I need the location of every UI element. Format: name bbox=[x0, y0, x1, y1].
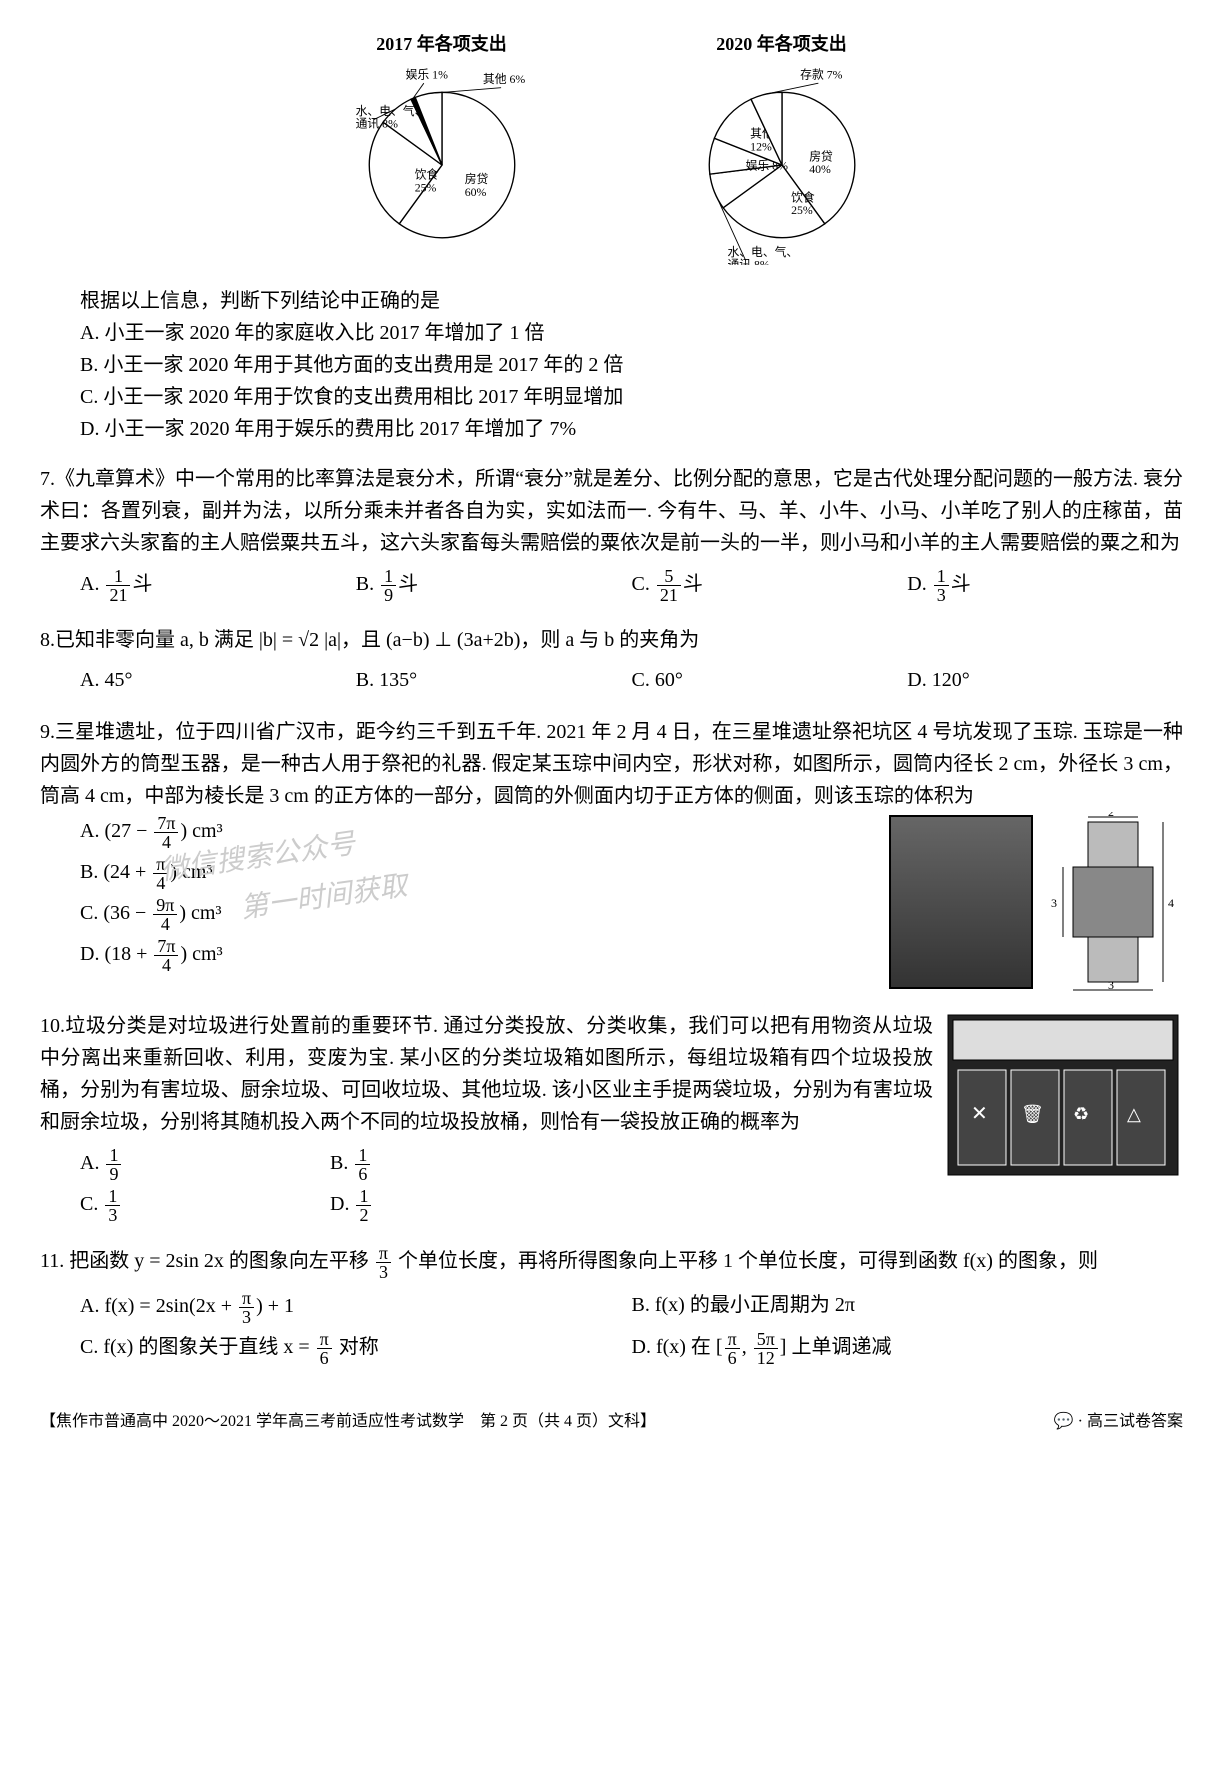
q9-figure: 2 4 3 3 bbox=[889, 812, 1183, 992]
trash-bins-icon: ✕ 🗑 ♻ △ bbox=[943, 1010, 1183, 1180]
pie-2017-svg: 房贷60%饮食25%水、电、气、通讯 8%娱乐 1%其他 6% bbox=[342, 65, 542, 265]
q7-choice-C: C. 521斗 bbox=[632, 565, 908, 606]
q10-choices: A. 19 B. 16 C. 13 D. 12 bbox=[80, 1144, 580, 1226]
q10-choice-B: B. 16 bbox=[330, 1144, 580, 1185]
q8-choice-C: C. 60° bbox=[632, 662, 908, 698]
q10-stem: 垃圾分类是对垃圾进行处置前的重要环节. 通过分类投放、分类收集，我们可以把有用物… bbox=[40, 1015, 933, 1133]
q10-choice-D: D. 12 bbox=[330, 1185, 580, 1226]
q10-choice-A: A. 19 bbox=[80, 1144, 330, 1185]
question-9: 9.三星堆遗址，位于四川省广汉市，距今约三千到五千年. 2021 年 2 月 4… bbox=[40, 716, 1183, 992]
svg-text:3: 3 bbox=[1051, 896, 1057, 910]
q6-choice-C: C. 小王一家 2020 年用于饮食的支出费用相比 2017 年明显增加 bbox=[80, 381, 1183, 413]
q7-choice-B: B. 19斗 bbox=[356, 565, 632, 606]
pie-2017-title: 2017 年各项支出 bbox=[376, 30, 507, 59]
q6-choice-D: D. 小王一家 2020 年用于娱乐的费用比 2017 年增加了 7% bbox=[80, 413, 1183, 445]
svg-text:3: 3 bbox=[1108, 978, 1114, 992]
q9-stem: 三星堆遗址，位于四川省广汉市，距今约三千到五千年. 2021 年 2 月 4 日… bbox=[40, 721, 1183, 807]
svg-text:2: 2 bbox=[1108, 812, 1114, 819]
question-7: 7.《九章算术》中一个常用的比率算法是衰分术，所谓“衰分”就是差分、比例分配的意… bbox=[40, 463, 1183, 606]
q8-choice-B: B. 135° bbox=[356, 662, 632, 698]
q8-choices: A. 45° B. 135° C. 60° D. 120° bbox=[80, 662, 1183, 698]
q11-stem-mid: 个单位长度，再将所得图象向上平移 1 个单位长度，可得到函数 f(x) 的图象，… bbox=[393, 1250, 1098, 1272]
q6-prompt: 根据以上信息，判断下列结论中正确的是 bbox=[80, 285, 1183, 317]
q7-choice-A: A. 121斗 bbox=[80, 565, 356, 606]
q10-num: 10. bbox=[40, 1015, 65, 1037]
question-11: 11. 把函数 y = 2sin 2x 的图象向左平移 π3 个单位长度，再将所… bbox=[40, 1244, 1183, 1369]
jade-diagram-icon: 2 4 3 3 bbox=[1043, 812, 1183, 992]
svg-text:40%: 40% bbox=[809, 162, 831, 176]
svg-text:其他 6%: 其他 6% bbox=[482, 72, 524, 86]
q6-choice-B: B. 小王一家 2020 年用于其他方面的支出费用是 2017 年的 2 倍 bbox=[80, 349, 1183, 381]
q11-choice-C: C. f(x) 的图象关于直线 x = π6 对称 bbox=[80, 1328, 632, 1369]
footer-left: 【焦作市普通高中 2020～2021 学年高三考前适应性考试数学 第 2 页（共… bbox=[40, 1409, 656, 1435]
q11-choice-D: D. f(x) 在 [π6, 5π12] 上单调递减 bbox=[632, 1328, 1184, 1369]
question-8: 8.已知非零向量 a, b 满足 |b| = √2 |a|，且 (a−b) ⊥ … bbox=[40, 624, 1183, 698]
q9-num: 9. bbox=[40, 721, 55, 743]
svg-text:娱乐 1%: 娱乐 1% bbox=[405, 67, 447, 81]
svg-text:通讯 8%: 通讯 8% bbox=[355, 117, 397, 131]
q8-choice-D: D. 120° bbox=[907, 662, 1183, 698]
pie-chart-row: 2017 年各项支出 房贷60%饮食25%水、电、气、通讯 8%娱乐 1%其他 … bbox=[40, 30, 1183, 265]
q11-choice-A: A. f(x) = 2sin(2x + π3) + 1 bbox=[80, 1287, 632, 1328]
q7-choice-D: D. 13斗 bbox=[907, 565, 1183, 606]
svg-text:12%: 12% bbox=[750, 139, 772, 153]
svg-text:25%: 25% bbox=[414, 180, 436, 194]
svg-text:25%: 25% bbox=[791, 203, 813, 217]
q11-choices: A. f(x) = 2sin(2x + π3) + 1 B. f(x) 的最小正… bbox=[80, 1287, 1183, 1369]
q11-num: 11. bbox=[40, 1250, 64, 1272]
q10-choice-C: C. 13 bbox=[80, 1185, 330, 1226]
q6-choice-A: A. 小王一家 2020 年的家庭收入比 2017 年增加了 1 倍 bbox=[80, 317, 1183, 349]
svg-text:4: 4 bbox=[1168, 896, 1174, 910]
q8-stem: 已知非零向量 a, b 满足 |b| = √2 |a|，且 (a−b) ⊥ (3… bbox=[55, 629, 699, 651]
q11-stem-pre: 把函数 y = 2sin 2x 的图象向左平移 bbox=[69, 1250, 374, 1272]
pie-2020-svg: 房贷40%饮食25%水、电、气、通讯 8%娱乐 8%其他12%存款 7% bbox=[682, 65, 882, 265]
q7-num: 7. bbox=[40, 468, 55, 490]
jade-photo-icon bbox=[889, 815, 1033, 989]
pie-2020: 2020 年各项支出 房贷40%饮食25%水、电、气、通讯 8%娱乐 8%其他1… bbox=[642, 30, 922, 265]
q8-choice-A: A. 45° bbox=[80, 662, 356, 698]
svg-text:60%: 60% bbox=[464, 185, 486, 199]
page-footer: 【焦作市普通高中 2020～2021 学年高三考前适应性考试数学 第 2 页（共… bbox=[40, 1409, 1183, 1435]
q7-choices: A. 121斗 B. 19斗 C. 521斗 D. 13斗 bbox=[80, 565, 1183, 606]
pie-2020-title: 2020 年各项支出 bbox=[716, 30, 847, 59]
footer-right: 💬 · 高三试卷答案 bbox=[1054, 1409, 1183, 1435]
svg-text:△: △ bbox=[1127, 1104, 1141, 1124]
q10-figure: ✕ 🗑 ♻ △ bbox=[943, 1010, 1183, 1190]
q8-num: 8. bbox=[40, 629, 55, 651]
svg-text:🗑: 🗑 bbox=[1021, 1104, 1044, 1124]
svg-text:♻: ♻ bbox=[1073, 1104, 1089, 1124]
q11-choice-B: B. f(x) 的最小正周期为 2π bbox=[632, 1287, 1184, 1328]
q7-stem: 《九章算术》中一个常用的比率算法是衰分术，所谓“衰分”就是差分、比例分配的意思，… bbox=[40, 468, 1183, 554]
question-10: ✕ 🗑 ♻ △ 10.垃圾分类是对垃圾进行处置前的重要环节. 通过分类投放、分类… bbox=[40, 1010, 1183, 1226]
svg-text:✕: ✕ bbox=[971, 1103, 988, 1125]
pie-2017: 2017 年各项支出 房贷60%饮食25%水、电、气、通讯 8%娱乐 1%其他 … bbox=[302, 30, 582, 265]
svg-text:通讯 8%: 通讯 8% bbox=[727, 257, 769, 264]
svg-text:存款 7%: 存款 7% bbox=[800, 67, 842, 81]
